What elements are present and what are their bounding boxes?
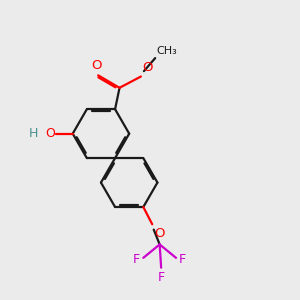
Text: O: O [45, 127, 55, 140]
Text: O: O [154, 227, 165, 240]
Text: O: O [142, 61, 153, 74]
Text: F: F [133, 253, 140, 266]
Text: O: O [92, 59, 102, 72]
Text: H: H [28, 127, 38, 140]
Text: CH₃: CH₃ [156, 46, 177, 56]
Text: F: F [179, 253, 186, 266]
Text: F: F [158, 271, 165, 284]
